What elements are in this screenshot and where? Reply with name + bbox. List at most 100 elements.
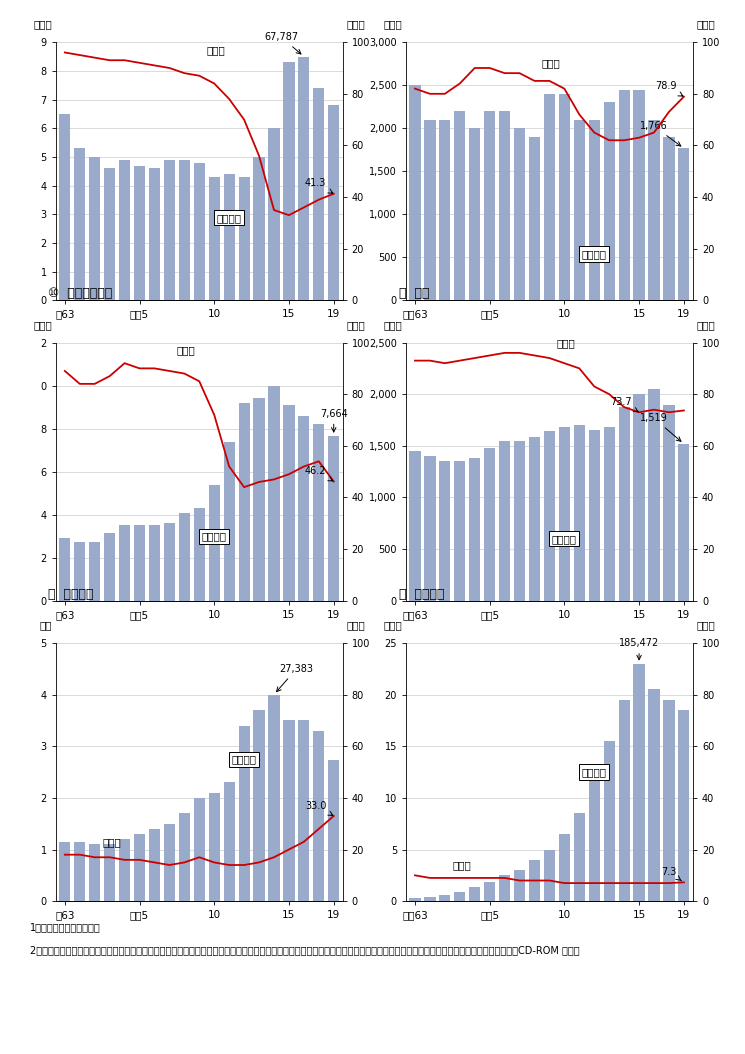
Bar bbox=[514, 129, 525, 300]
Bar bbox=[209, 177, 220, 300]
Bar bbox=[574, 120, 585, 300]
Bar bbox=[425, 897, 436, 901]
Text: （％）: （％） bbox=[697, 320, 715, 330]
Text: 1,519: 1,519 bbox=[640, 413, 681, 442]
Bar bbox=[89, 157, 101, 300]
Bar bbox=[454, 892, 466, 901]
Bar bbox=[469, 886, 481, 901]
Text: （％）: （％） bbox=[346, 20, 365, 30]
Text: （件）: （件） bbox=[384, 320, 402, 330]
Bar bbox=[618, 407, 630, 601]
Text: （件）: （件） bbox=[384, 20, 402, 30]
Text: （％）: （％） bbox=[346, 320, 365, 330]
Bar bbox=[283, 721, 294, 901]
Bar bbox=[589, 430, 600, 601]
Text: （％）: （％） bbox=[697, 20, 715, 30]
Bar bbox=[268, 129, 279, 300]
Text: （％）: （％） bbox=[697, 621, 715, 630]
Bar bbox=[328, 436, 339, 601]
Bar bbox=[514, 441, 525, 601]
Text: 2　横領，盗品譲受け等，公然わいせつ，わいせつ物領布等，略取詐欺・人身売買，貭博・富くじ，通貨偉造及び文書偉造等並びに女子検挙人員及び少年検挙人員のデータについ: 2 横領，盗品譲受け等，公然わいせつ，わいせつ物領布等，略取詐欺・人身売買，貭博… bbox=[30, 945, 580, 955]
Bar bbox=[179, 160, 190, 300]
Bar bbox=[224, 442, 235, 601]
Bar bbox=[410, 451, 421, 601]
Bar bbox=[104, 844, 115, 901]
Bar bbox=[603, 102, 615, 300]
Bar bbox=[328, 760, 339, 901]
Text: 7.3: 7.3 bbox=[661, 867, 682, 881]
Text: （％）: （％） bbox=[346, 621, 365, 630]
Bar bbox=[603, 427, 615, 601]
Bar bbox=[74, 149, 86, 300]
Bar bbox=[425, 120, 436, 300]
Text: 認知件数: 認知件数 bbox=[217, 213, 241, 222]
Bar bbox=[253, 157, 264, 300]
Bar bbox=[224, 174, 235, 300]
Text: 検挙率: 検挙率 bbox=[452, 860, 471, 871]
Text: 41.3: 41.3 bbox=[305, 178, 333, 193]
Text: 78.9: 78.9 bbox=[655, 81, 683, 96]
Bar bbox=[253, 398, 264, 601]
Text: 67,787: 67,787 bbox=[264, 33, 301, 54]
Bar bbox=[454, 462, 466, 601]
Text: 千件）: 千件） bbox=[34, 320, 52, 330]
Bar bbox=[74, 842, 86, 901]
Bar bbox=[410, 85, 421, 300]
Text: 検挙率: 検挙率 bbox=[102, 837, 121, 847]
Bar bbox=[589, 120, 600, 300]
Bar bbox=[499, 111, 510, 300]
Bar bbox=[298, 57, 309, 300]
Text: 万件）: 万件） bbox=[34, 20, 52, 30]
Text: 件）: 件） bbox=[39, 621, 52, 630]
Text: 7,664: 7,664 bbox=[320, 409, 348, 432]
Bar bbox=[603, 741, 615, 901]
Bar bbox=[298, 721, 309, 901]
Text: ⑪  放火: ⑪ 放火 bbox=[399, 288, 429, 300]
Bar bbox=[559, 427, 570, 601]
Bar bbox=[253, 710, 264, 901]
Text: 73.7: 73.7 bbox=[610, 397, 638, 412]
Bar bbox=[574, 814, 585, 901]
Text: 認知件数: 認知件数 bbox=[582, 767, 606, 777]
Bar bbox=[238, 177, 250, 300]
Bar bbox=[559, 94, 570, 300]
Bar bbox=[164, 160, 175, 300]
Bar bbox=[618, 90, 630, 300]
Text: 46.2: 46.2 bbox=[305, 466, 333, 481]
Bar bbox=[663, 405, 674, 601]
Text: 認知件数: 認知件数 bbox=[202, 531, 226, 541]
Text: 27,383: 27,383 bbox=[276, 664, 314, 691]
Text: 認知件数: 認知件数 bbox=[582, 249, 606, 259]
Text: ⑫  住居侵入: ⑫ 住居侵入 bbox=[48, 588, 94, 601]
Bar bbox=[633, 90, 644, 300]
Bar bbox=[164, 524, 175, 601]
Bar bbox=[648, 120, 659, 300]
Bar bbox=[663, 137, 674, 300]
Bar bbox=[514, 871, 525, 901]
Bar bbox=[60, 539, 71, 601]
Bar bbox=[89, 844, 101, 901]
Bar bbox=[224, 782, 235, 901]
Text: 認知件数: 認知件数 bbox=[232, 755, 256, 764]
Text: 185,472: 185,472 bbox=[619, 638, 659, 660]
Bar bbox=[328, 105, 339, 300]
Bar bbox=[119, 526, 130, 601]
Bar bbox=[544, 850, 555, 901]
Bar bbox=[179, 814, 190, 901]
Bar bbox=[633, 664, 644, 901]
Bar bbox=[238, 403, 250, 601]
Bar bbox=[589, 772, 600, 901]
Bar bbox=[209, 485, 220, 601]
Bar bbox=[484, 448, 495, 601]
Bar bbox=[484, 881, 495, 901]
Bar bbox=[104, 533, 115, 601]
Bar bbox=[678, 709, 689, 901]
Bar bbox=[194, 162, 205, 300]
Bar bbox=[618, 700, 630, 901]
Text: 検挙率: 検挙率 bbox=[177, 346, 196, 355]
Bar bbox=[268, 695, 279, 901]
Bar bbox=[209, 793, 220, 901]
Bar bbox=[74, 542, 86, 601]
Bar bbox=[283, 62, 294, 300]
Bar bbox=[149, 526, 160, 601]
